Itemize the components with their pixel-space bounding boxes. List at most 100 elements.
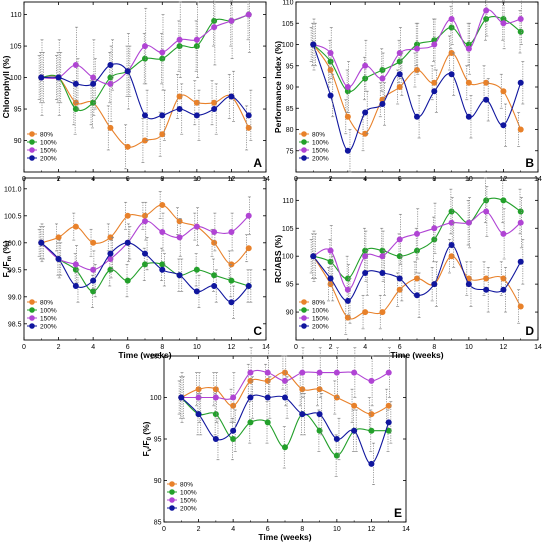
data-point: [299, 386, 306, 393]
data-point: [483, 275, 490, 282]
data-point: [107, 80, 114, 87]
x-tick-label: 0: [294, 344, 298, 351]
data-point: [483, 208, 490, 215]
legend-label: 150%: [312, 315, 329, 322]
data-point: [211, 283, 218, 289]
y-tick-label: 101.0: [4, 186, 22, 193]
panel-a: 024681012149095100105110Chlorophyll (%)A…: [1, 0, 270, 183]
legend-label: 150%: [40, 315, 57, 322]
trend-line: [312, 44, 522, 152]
y-tick-label: 105: [150, 354, 162, 361]
y-tick-label: 110: [10, 12, 21, 19]
legend: 80%100%150%200%: [27, 299, 57, 330]
y-tick-label: 105: [282, 226, 294, 233]
legend-label: 100%: [312, 307, 329, 314]
data-point: [176, 218, 183, 225]
series-1: [38, 226, 252, 308]
data-point: [299, 411, 306, 418]
legend-label: 80%: [312, 131, 325, 138]
data-point: [448, 208, 455, 215]
x-tick-label: 14: [402, 526, 410, 533]
legend-label: 200%: [40, 323, 57, 330]
data-point: [414, 41, 420, 48]
data-point: [431, 236, 438, 243]
data-point: [211, 99, 218, 106]
series-3: [38, 39, 253, 141]
data-point: [176, 36, 183, 43]
legend-label: 100%: [40, 307, 57, 314]
data-point: [264, 369, 271, 376]
y-tick-label: 90: [286, 85, 294, 92]
data-point: [351, 402, 358, 409]
y-tick-label: 110: [282, 0, 293, 7]
y-axis-label: Chlorophyll (%): [1, 55, 11, 118]
data-point: [327, 247, 334, 254]
data-point: [385, 427, 392, 434]
series-0: [177, 355, 392, 432]
trend-line: [41, 75, 250, 148]
legend-label: 200%: [180, 505, 197, 512]
x-tick-label: 0: [162, 526, 166, 533]
data-point: [351, 427, 358, 434]
data-point: [90, 99, 97, 106]
data-point: [264, 419, 271, 426]
y-axis-label: Fv/Fm (%): [1, 240, 13, 277]
data-point: [142, 55, 148, 62]
data-point: [212, 394, 219, 401]
legend: 80%100%150%200%: [299, 299, 329, 330]
data-point: [264, 377, 271, 384]
data-point: [193, 99, 200, 106]
data-point: [379, 247, 386, 254]
x-tick-label: 2: [57, 344, 61, 351]
data-point: [124, 277, 131, 284]
legend-marker: [169, 505, 175, 511]
data-point: [212, 411, 219, 418]
data-point: [448, 24, 455, 31]
data-point: [193, 223, 200, 230]
data-point: [159, 229, 166, 235]
data-point: [368, 411, 375, 418]
legend-label: 100%: [180, 489, 197, 496]
data-point: [107, 250, 114, 257]
y-tick-label: 80: [286, 127, 294, 134]
data-point: [465, 41, 472, 48]
panel-letter: E: [394, 506, 402, 520]
data-point: [362, 269, 369, 276]
data-point: [414, 67, 420, 73]
data-point: [414, 275, 420, 282]
y-tick-label: 90: [286, 310, 294, 317]
x-axis-label: Time (weeks): [118, 350, 171, 360]
legend-marker: [301, 147, 307, 153]
data-point: [344, 147, 351, 154]
legend-label: 80%: [312, 299, 325, 306]
x-tick-label: 8: [160, 344, 164, 351]
data-point: [517, 208, 524, 215]
legend-marker: [301, 155, 307, 161]
y-tick-label: 105: [10, 44, 22, 51]
data-point: [316, 386, 323, 393]
x-tick-label: 2: [197, 526, 201, 533]
data-point: [107, 266, 114, 273]
data-point: [344, 297, 351, 304]
x-axis-label: Time (weeks): [390, 350, 443, 360]
data-point: [362, 130, 369, 137]
data-point: [517, 79, 524, 86]
data-point: [344, 314, 351, 321]
data-point: [142, 43, 148, 50]
data-point: [368, 427, 375, 434]
data-point: [38, 74, 45, 81]
data-point: [107, 256, 114, 262]
data-point: [142, 250, 148, 257]
data-point: [230, 402, 237, 409]
data-point: [362, 109, 369, 116]
data-point: [517, 126, 524, 133]
series-0: [37, 191, 252, 279]
series-1: [310, 177, 524, 302]
y-tick-label: 95: [154, 437, 162, 444]
legend: 80%100%150%200%: [27, 131, 57, 162]
x-tick-label: 10: [193, 344, 201, 351]
legend-marker: [301, 299, 307, 305]
x-tick-label: 4: [363, 344, 367, 351]
data-point: [327, 67, 334, 73]
data-point: [90, 266, 97, 273]
